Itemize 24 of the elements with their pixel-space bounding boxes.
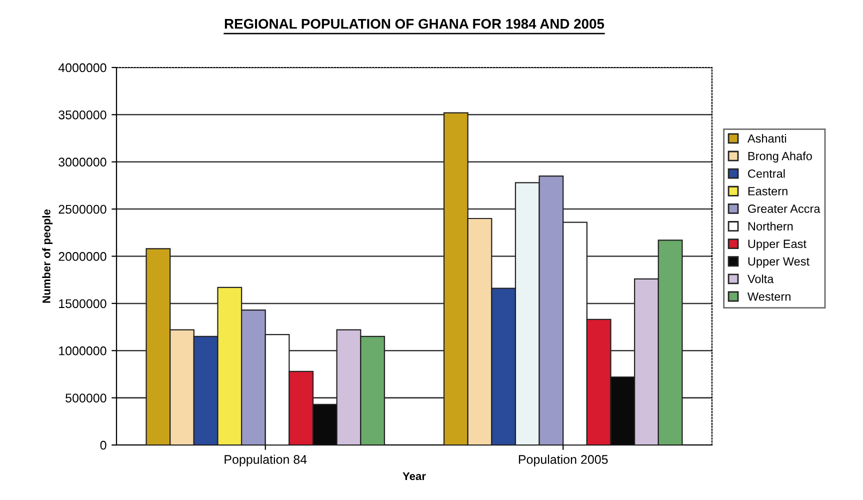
legend-label: Volta (747, 274, 774, 284)
legend-label: Brong Ahafo (748, 152, 812, 163)
legend-label: Upper East (748, 240, 806, 250)
y-tick-label: 1000000 (59, 346, 106, 356)
legend-label: Eastern (748, 187, 788, 196)
legend-label: Greater Accra (748, 204, 820, 213)
x-tick-label: Poppulation 84 (224, 454, 307, 466)
legend-label: Northern (748, 222, 793, 230)
chart-title: REGIONAL POPULATION OF GHANA FOR 1984 AND 2005 (224, 18, 604, 29)
y-tick-label: 3500000 (58, 110, 106, 120)
y-tick-label: 0 (100, 440, 106, 450)
legend-label: Ashanti (747, 134, 786, 143)
y-axis-title: Number of people (42, 209, 53, 303)
y-tick-label: 3000000 (58, 158, 106, 167)
y-tick-label: 2000000 (58, 252, 106, 261)
y-tick-label: 500000 (66, 394, 106, 402)
x-tick-label: Population 2005 (518, 454, 608, 466)
y-tick-label: 4000000 (58, 63, 106, 72)
legend-label: Central (748, 169, 785, 178)
legend-label: Western (747, 292, 790, 301)
x-axis-title: Year (402, 472, 426, 480)
y-tick-label: 2500000 (58, 204, 106, 214)
y-tick-label: 1500000 (59, 299, 106, 308)
legend-label: Upper West (748, 257, 810, 268)
